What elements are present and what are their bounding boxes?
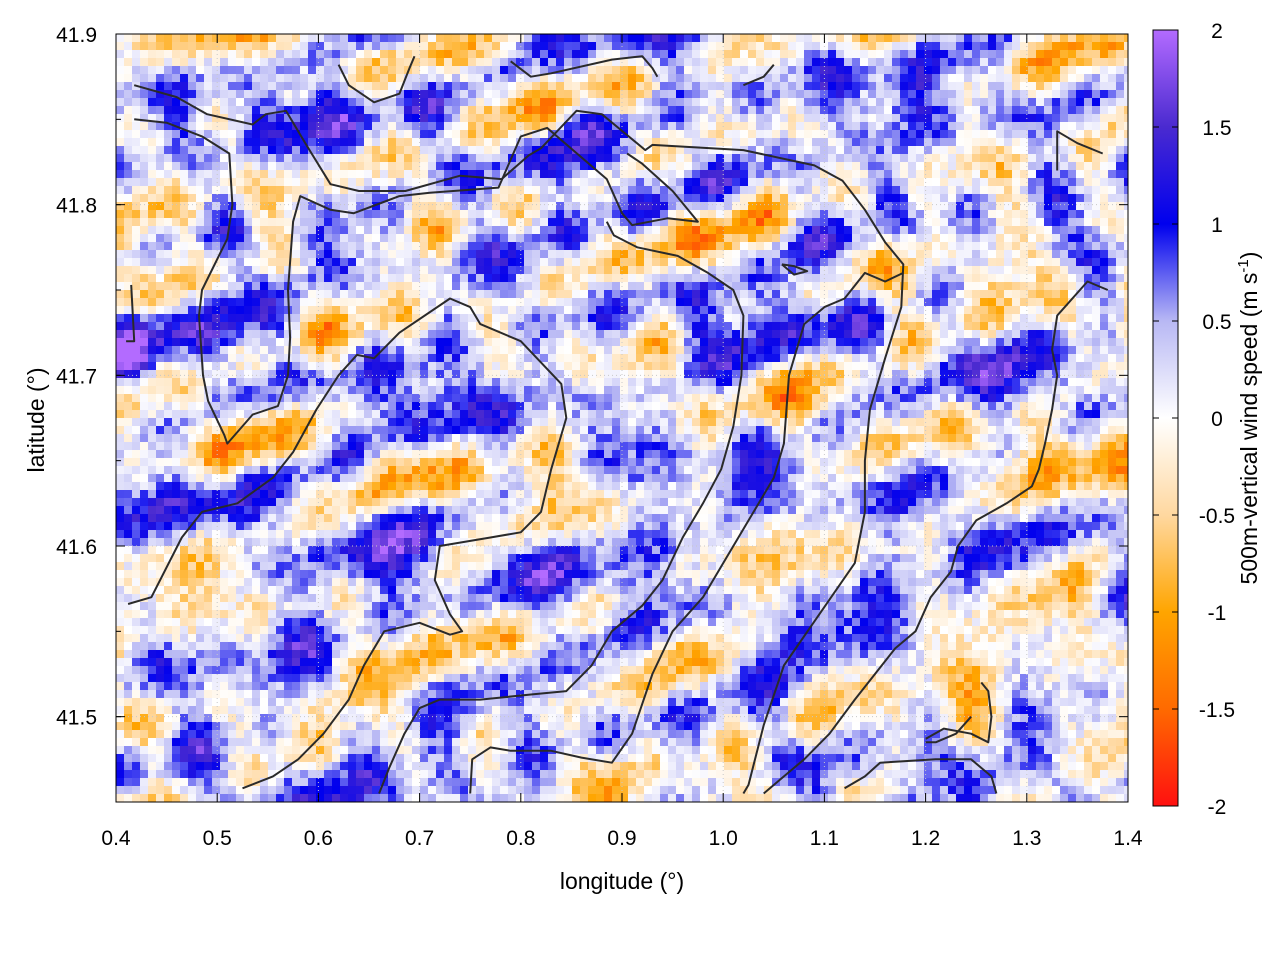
y-tick-label: 41.8 [56, 195, 97, 218]
colorbar-label: 500m-vertical wind speed (m s-1) [1235, 252, 1262, 585]
contour-line [133, 84, 905, 795]
colorbar-tick-label: 1.5 [1202, 117, 1231, 140]
contour-line [127, 297, 568, 790]
contour-line [1056, 130, 1104, 171]
contour-line [925, 716, 972, 744]
contour-line [337, 55, 416, 104]
x-axis-label: longitude (°) [560, 868, 684, 894]
colorbar-tick-label: -2 [1208, 796, 1227, 819]
contour-line [510, 55, 659, 78]
x-tick-label: 0.6 [304, 827, 333, 850]
contour-line [763, 280, 1109, 795]
x-axis-ticks: 0.4 0.5 0.6 0.7 0.8 0.9 1.0 1.1 1.2 1.3 1.4 [101, 34, 1143, 850]
contour-line [844, 758, 998, 794]
colorbar-tick-label: -0.5 [1199, 505, 1235, 528]
y-tick-label: 41.9 [56, 24, 97, 47]
colorbar-label-superscript: -1 [1235, 259, 1252, 272]
x-tick-label: 0.8 [506, 827, 535, 850]
contour-line [469, 271, 904, 794]
heatmap-field [116, 34, 1128, 802]
colorbar-tick-label: 2 [1211, 20, 1223, 43]
x-tick-label: 0.4 [101, 827, 131, 850]
x-tick-label: 1.4 [1113, 827, 1143, 850]
colorbar-ticks: -2 -1.5 -1 -0.5 0 0.5 1 1.5 2 [1153, 20, 1235, 819]
x-tick-label: 0.9 [607, 827, 636, 850]
contour-line [925, 681, 993, 744]
contour-line [781, 263, 809, 276]
colorbar-tick-label: -1 [1208, 602, 1227, 625]
x-tick-label: 0.5 [203, 827, 232, 850]
x-tick-label: 1.1 [810, 827, 839, 850]
colorbar-label-end: ) [1236, 252, 1262, 260]
x-tick-label: 1.3 [1012, 827, 1041, 850]
contour-lines [126, 55, 1109, 795]
colorbar-tick-label: 0 [1211, 408, 1223, 431]
colorbar-tick-label: -1.5 [1199, 699, 1235, 722]
x-tick-label: 1.2 [911, 827, 940, 850]
x-tick-label: 1.0 [709, 827, 738, 850]
y-axis-ticks: 41.5 41.6 41.7 41.8 41.9 [56, 24, 1128, 803]
colorbar-label-main: 500m-vertical wind speed (m s [1236, 273, 1262, 585]
contour-line [378, 221, 745, 794]
y-axis-label: latitude (°) [23, 367, 49, 472]
contour-line [743, 64, 775, 87]
colorbar-tick-label: 0.5 [1202, 311, 1231, 334]
colorbar-tick-label: 1 [1211, 214, 1223, 237]
x-tick-label: 0.7 [405, 827, 434, 850]
y-tick-label: 41.5 [56, 707, 97, 730]
y-tick-label: 41.6 [56, 536, 97, 559]
contour-line [126, 284, 136, 343]
contour-line [134, 118, 699, 445]
y-tick-label: 41.7 [56, 365, 97, 388]
